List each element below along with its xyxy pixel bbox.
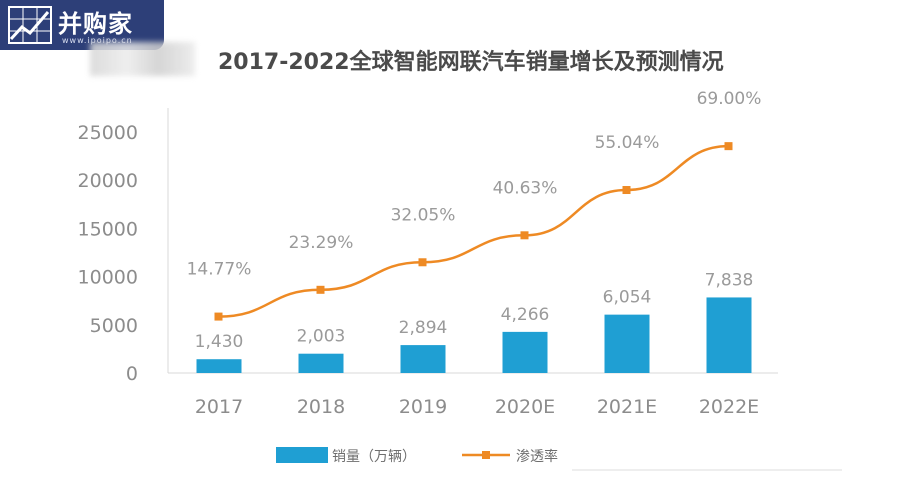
- line-point: [418, 258, 427, 267]
- bar: [298, 353, 344, 373]
- line-point: [724, 142, 733, 151]
- logo-url: www.ipoipo.cn: [62, 36, 133, 45]
- penetration-label: 23.29%: [289, 233, 354, 253]
- y-tick-label: 15000: [78, 218, 138, 240]
- bar: [604, 314, 650, 373]
- penetration-line: [214, 142, 733, 321]
- bar: [502, 331, 548, 373]
- blurred-watermark: [90, 42, 195, 76]
- y-tick-label: 20000: [78, 170, 138, 192]
- penetration-label: 32.05%: [391, 205, 456, 225]
- legend-bar-label: 销量（万辆）: [332, 449, 416, 465]
- bar-value-label: 1,430: [195, 332, 244, 352]
- penetration-label: 40.63%: [493, 178, 558, 198]
- x-tick-label: 2019: [399, 396, 447, 418]
- line-point: [520, 231, 529, 240]
- bar: [196, 359, 242, 373]
- y-tick-label: 5000: [90, 315, 138, 337]
- bars: [196, 297, 752, 373]
- line-point: [316, 285, 325, 294]
- bar-value-label: 2,894: [399, 318, 448, 338]
- x-tick-label: 2018: [297, 396, 345, 418]
- line-point: [622, 186, 631, 195]
- legend-line-marker: [482, 451, 490, 459]
- x-tick-label: 2017: [195, 396, 243, 418]
- bar-value-label: 7,838: [705, 270, 754, 290]
- x-tick-label: 2022E: [699, 396, 759, 418]
- legend: 销量（万辆） 渗透率: [276, 447, 842, 471]
- axes: 0 5000 10000 15000 20000 25000 2017 2018 2019 202…: [78, 108, 778, 418]
- y-tick-label: 25000: [78, 122, 138, 144]
- data-labels: 1,430 2,003 2,894 4,266 6,054 7,838 14.77% 23.2…: [187, 89, 762, 352]
- legend-bar-swatch: [276, 447, 328, 463]
- bar-value-label: 4,266: [501, 305, 550, 325]
- y-tick-label: 0: [126, 363, 138, 385]
- logo-badge: 并购家 www.ipoipo.cn: [0, 0, 164, 50]
- x-tick-label: 2020E: [495, 396, 555, 418]
- bar: [400, 345, 446, 373]
- penetration-line-path: [218, 144, 729, 318]
- chart-logo-icon: [8, 6, 52, 44]
- chart-title: 2017-2022全球智能网联汽车销量增长及预测情况: [218, 50, 724, 75]
- penetration-label: 69.00%: [697, 89, 762, 109]
- penetration-label: 14.77%: [187, 260, 252, 280]
- y-tick-label: 10000: [78, 267, 138, 289]
- logo-text: 并购家: [58, 10, 133, 38]
- legend-line-label: 渗透率: [516, 448, 558, 465]
- bar-value-label: 2,003: [297, 327, 346, 347]
- x-tick-label: 2021E: [597, 396, 657, 418]
- line-point: [214, 312, 223, 321]
- bar: [706, 297, 752, 373]
- penetration-label: 55.04%: [595, 133, 660, 153]
- bar-value-label: 6,054: [603, 288, 652, 308]
